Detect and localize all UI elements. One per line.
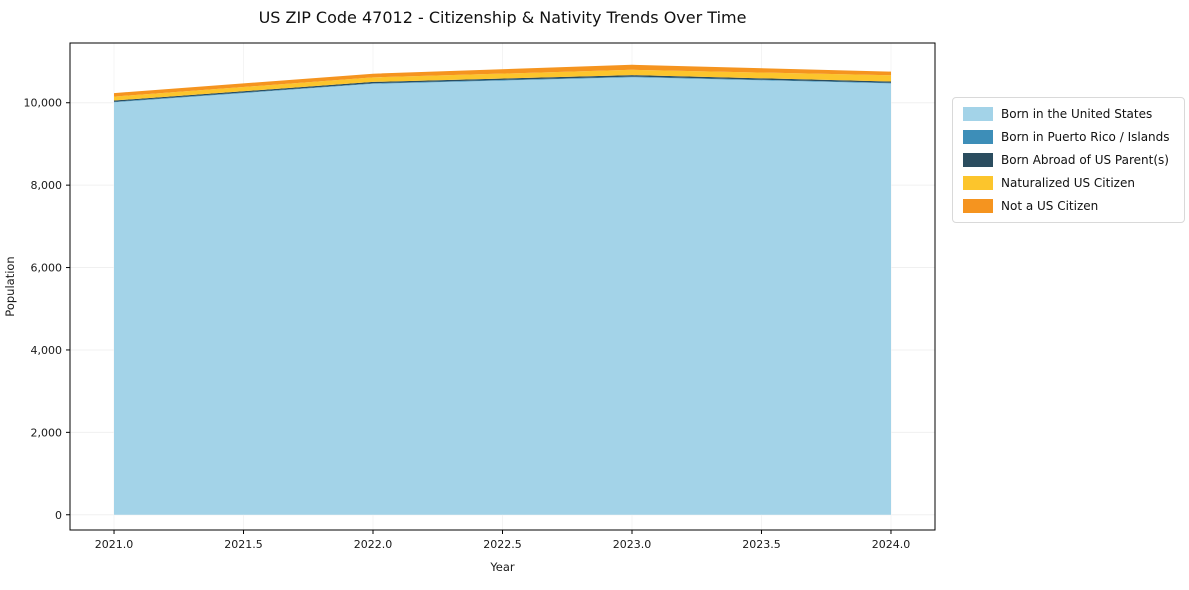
y-tick-label: 6,000 <box>31 262 63 275</box>
chart-title: US ZIP Code 47012 - Citizenship & Nativi… <box>258 8 747 27</box>
legend-item-born-us: Born in the United States <box>963 107 1170 121</box>
legend-label: Born in the United States <box>1001 107 1153 121</box>
legend-label: Born Abroad of US Parent(s) <box>1001 153 1169 167</box>
legend-item-not-citizen: Not a US Citizen <box>963 199 1170 213</box>
legend-item-born-abroad: Born Abroad of US Parent(s) <box>963 153 1170 167</box>
x-tick-label: 2023.0 <box>613 538 652 551</box>
x-tick-label: 2022.5 <box>483 538 522 551</box>
legend-swatch-born-abroad <box>963 153 993 167</box>
area-series-0 <box>114 77 891 515</box>
legend-swatch-puerto-rico <box>963 130 993 144</box>
x-tick-label: 2021.0 <box>95 538 134 551</box>
y-tick-label: 4,000 <box>31 344 63 357</box>
x-tick-label: 2024.0 <box>872 538 911 551</box>
y-tick-label: 2,000 <box>31 426 63 439</box>
legend-swatch-not-citizen <box>963 199 993 213</box>
area-series-3 <box>114 69 891 101</box>
legend-label: Not a US Citizen <box>1001 199 1099 213</box>
legend-label: Naturalized US Citizen <box>1001 176 1135 190</box>
legend-item-puerto-rico: Born in Puerto Rico / Islands <box>963 130 1170 144</box>
legend-swatch-naturalized <box>963 176 993 190</box>
legend-item-naturalized: Naturalized US Citizen <box>963 176 1170 190</box>
x-tick-label: 2022.0 <box>354 538 393 551</box>
area-series-4 <box>114 64 891 97</box>
legend-swatch-born-us <box>963 107 993 121</box>
y-tick-label: 10,000 <box>24 97 63 110</box>
x-axis-label: Year <box>489 560 515 574</box>
x-tick-label: 2021.5 <box>224 538 263 551</box>
y-tick-label: 8,000 <box>31 179 63 192</box>
y-tick-label: 0 <box>55 509 62 522</box>
y-axis-label: Population <box>3 256 17 316</box>
legend: Born in the United States Born in Puerto… <box>952 97 1185 223</box>
x-tick-label: 2023.5 <box>742 538 781 551</box>
legend-label: Born in Puerto Rico / Islands <box>1001 130 1170 144</box>
